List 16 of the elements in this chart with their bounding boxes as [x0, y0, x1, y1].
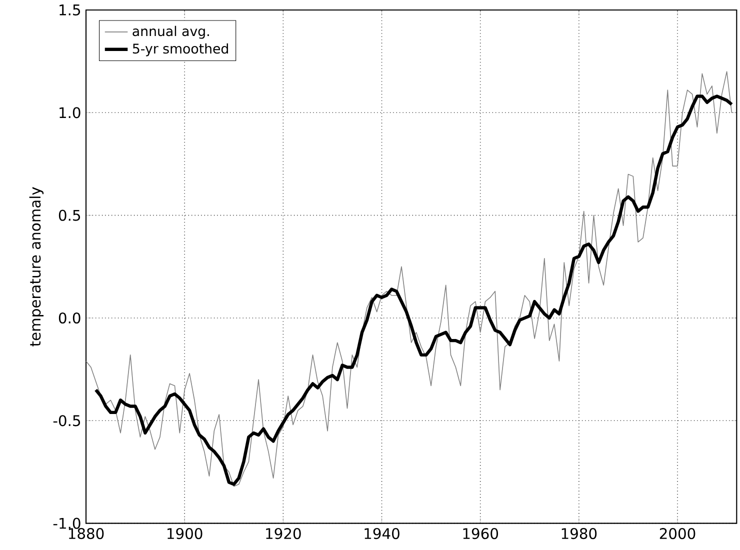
x-tick-label: 1980: [562, 528, 597, 540]
x-tick-label: 1960: [463, 528, 498, 540]
x-tick-label: 2000: [660, 528, 696, 540]
x-tick-label: 1920: [266, 528, 301, 540]
y-axis-title: temperature anomaly: [29, 187, 44, 346]
y-tick-label: 1.5: [60, 4, 80, 16]
y-tick-label: -1.0: [53, 518, 80, 529]
y-tick-label: 0.0: [58, 312, 80, 324]
x-tick-label: 1900: [168, 528, 202, 540]
legend-label: 5-yr smoothed: [132, 43, 228, 56]
x-tick-label: 1940: [364, 528, 400, 540]
legend-label: annual avg.: [132, 26, 209, 39]
y-tick-label: 1.0: [60, 107, 80, 118]
x-tick-label: 1880: [68, 528, 104, 540]
y-tick-label: -0.5: [53, 415, 80, 426]
y-tick-label: 0.5: [58, 210, 80, 221]
